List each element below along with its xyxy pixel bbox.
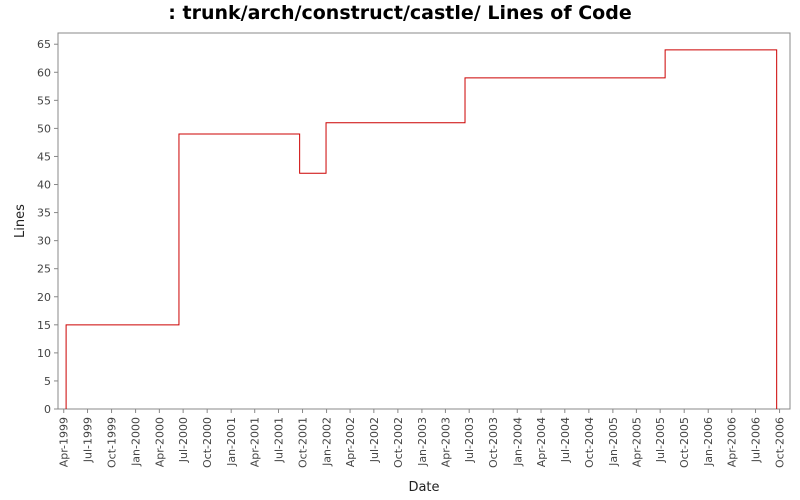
- y-tick-label: 30: [37, 235, 51, 248]
- x-tick-label: Jan-2004: [511, 417, 524, 467]
- x-axis-ticks: Apr-1999 Jul-1999 Oct-1999 Jan-2000 Apr-2000…: [58, 409, 787, 468]
- x-axis-title: Date: [408, 480, 439, 495]
- y-tick-label: 5: [44, 375, 51, 388]
- x-tick-label: Apr-2003: [439, 417, 452, 467]
- x-tick-label: Jan-2006: [702, 417, 715, 467]
- x-tick-label: Jan-2000: [130, 417, 143, 467]
- x-tick-label: Apr-2004: [535, 417, 548, 467]
- x-tick-label: Apr-2006: [726, 417, 739, 467]
- y-tick-label: 10: [37, 347, 51, 360]
- y-tick-label: 50: [37, 122, 51, 135]
- x-tick-label: Oct-2001: [297, 417, 310, 468]
- x-tick-label: Oct-2002: [392, 417, 405, 468]
- x-tick-label: Oct-2006: [774, 417, 787, 468]
- y-axis-ticks: 0 5 10 15 20 25 30 35 40 45 50 55 60 65: [37, 38, 58, 416]
- x-tick-label: Apr-1999: [58, 417, 71, 467]
- y-tick-label: 15: [37, 319, 51, 332]
- y-tick-label: 35: [37, 207, 51, 220]
- x-tick-label: Jul-2001: [272, 417, 285, 463]
- y-tick-label: 20: [37, 291, 51, 304]
- x-tick-label: Apr-2005: [630, 417, 643, 467]
- x-tick-label: Oct-2003: [487, 417, 500, 468]
- x-tick-label: Oct-2004: [583, 417, 596, 468]
- y-tick-label: 45: [37, 150, 51, 163]
- y-axis-title: Lines: [13, 204, 28, 238]
- x-tick-label: Apr-2002: [344, 417, 357, 467]
- y-tick-label: 40: [37, 179, 51, 192]
- x-tick-label: Apr-2001: [249, 417, 262, 467]
- x-tick-label: Jul-1999: [82, 417, 95, 463]
- x-tick-label: Jan-2005: [607, 417, 620, 467]
- x-tick-label: Oct-2000: [201, 417, 214, 468]
- x-tick-label: Oct-1999: [106, 417, 119, 468]
- y-tick-label: 55: [37, 94, 51, 107]
- x-tick-label: Apr-2000: [153, 417, 166, 467]
- x-tick-label: Jul-2004: [559, 417, 572, 463]
- x-tick-label: Jan-2003: [416, 417, 429, 467]
- y-tick-label: 25: [37, 263, 51, 276]
- x-tick-label: Jul-2005: [654, 417, 667, 463]
- plot-area: [57, 32, 791, 410]
- x-tick-label: Jul-2002: [368, 417, 381, 463]
- x-tick-label: Oct-2005: [678, 417, 691, 468]
- series-layer: [65, 49, 778, 409]
- series-line: [65, 49, 778, 409]
- x-tick-label: Jan-2001: [225, 417, 238, 467]
- y-tick-label: 65: [37, 38, 51, 51]
- x-tick-label: Jul-2006: [750, 417, 763, 463]
- chart-title: : trunk/arch/construct/castle/ Lines of …: [168, 2, 632, 24]
- y-tick-label: 60: [37, 66, 51, 79]
- x-tick-label: Jul-2000: [177, 417, 190, 463]
- y-tick-label: 0: [44, 403, 51, 416]
- x-tick-label: Jul-2003: [463, 417, 476, 463]
- x-tick-label: Jan-2002: [321, 417, 334, 467]
